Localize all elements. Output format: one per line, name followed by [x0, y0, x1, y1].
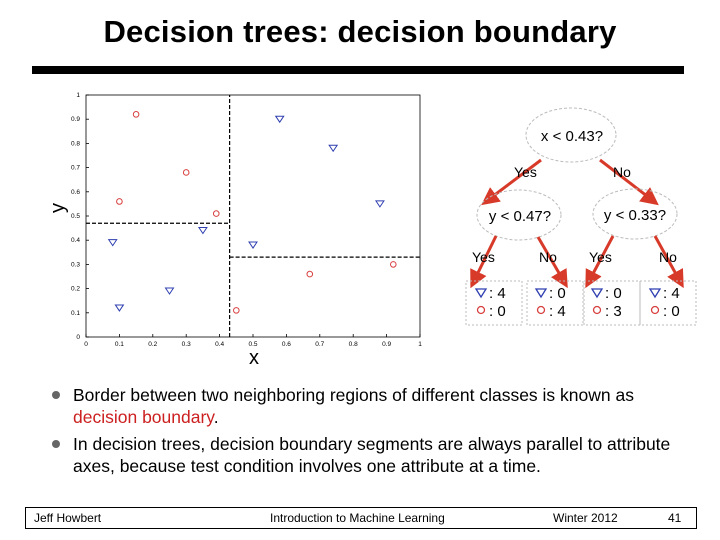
leaf-2: : 0 : 4 [534, 285, 566, 320]
triangle-icon [534, 288, 548, 299]
bullet-text-end: . [213, 407, 219, 427]
x-tick-label: 0.6 [282, 341, 291, 348]
y-tick-label: 0.2 [71, 286, 80, 293]
bullet-text: Border between two neighboring regions o… [73, 385, 634, 405]
y-tick-label: 0.7 [71, 165, 80, 172]
leaf-1-circ-count: : 0 [489, 303, 506, 320]
leaf-1: : 4 : 0 [474, 285, 506, 320]
bullet-item: Border between two neighboring regions o… [52, 384, 702, 428]
leaf-3-circ-count: : 3 [605, 303, 622, 320]
right-no-label: No [659, 249, 677, 265]
slide-title: Decision trees: decision boundary [103, 14, 617, 49]
left-yes-arrow [470, 235, 498, 289]
footer-course: Introduction to Machine Learning [270, 511, 445, 525]
root-no-label: No [613, 164, 631, 180]
leaf-4-circ-count: : 0 [663, 303, 680, 320]
triangle-point [248, 241, 258, 249]
root-yes-label: Yes [514, 164, 537, 180]
y-tick-label: 0.3 [71, 261, 80, 268]
circle-point [212, 210, 220, 217]
root-yes-arrow [481, 158, 542, 206]
leaf-box-1 [465, 280, 523, 326]
bullet-dot-icon [52, 440, 60, 448]
leaf-2-tri-count: : 0 [549, 285, 566, 302]
left-node-label: y < 0.47? [489, 208, 551, 225]
y-tick-label: 0.8 [71, 140, 80, 147]
triangle-point [164, 287, 175, 295]
right-yes-arrow [585, 235, 615, 289]
x-tick-label: 1 [418, 341, 422, 348]
x-tick-label: 0 [84, 341, 88, 348]
x-tick-label: 0.9 [382, 341, 391, 348]
y-tick-label: 1 [76, 92, 80, 99]
triangle-point [197, 227, 208, 235]
title-rule [32, 66, 684, 74]
y-tick-label: 0.5 [71, 213, 80, 220]
x-tick-label: 0.7 [315, 341, 324, 348]
left-node [476, 189, 562, 241]
triangle-point [114, 304, 125, 312]
circle-point [116, 198, 123, 205]
y-tick-label: 0.9 [71, 116, 80, 123]
triangle-icon [590, 288, 604, 299]
circle-point [182, 169, 190, 176]
bullet-item: In decision trees, decision boundary seg… [52, 433, 702, 477]
x-tick-label: 0.4 [215, 341, 224, 348]
triangle-icon [474, 288, 488, 299]
root-node-label: x < 0.43? [541, 128, 603, 145]
leaf-1-tri-count: : 4 [489, 285, 506, 302]
circle-point [306, 270, 314, 278]
x-tick-label: 0.1 [115, 341, 124, 348]
triangle-point [374, 200, 385, 208]
triangle-icon [648, 288, 662, 299]
circle-icon [592, 305, 602, 315]
x-tick-label: 0.3 [182, 341, 191, 348]
leaf-4-tri-count: : 4 [663, 285, 680, 302]
x-axis-label: x [249, 347, 259, 369]
root-node [525, 107, 617, 163]
triangle-point [328, 144, 339, 153]
leaf-2-circ-count: : 4 [549, 303, 566, 320]
root-no-arrow [599, 158, 659, 206]
leaf-3-tri-count: : 0 [605, 285, 622, 302]
right-node [592, 188, 678, 240]
x-tick-label: 0.5 [248, 341, 257, 348]
circle-icon [536, 305, 546, 315]
y-tick-label: 0 [76, 334, 80, 341]
left-yes-label: Yes [472, 249, 495, 265]
leaf-box-2 [526, 280, 584, 326]
footer-author: Jeff Howbert [34, 511, 102, 525]
bullet-text: In decision trees, decision boundary seg… [73, 434, 671, 476]
y-tick-label: 0.4 [71, 237, 80, 244]
bullet-dot-icon [52, 391, 60, 399]
right-no-arrow [653, 235, 684, 289]
triangle-point [274, 115, 285, 124]
bullet-list: Border between two neighboring regions o… [52, 384, 702, 482]
footer-bar [25, 507, 697, 529]
bullet-highlight: decision boundary [73, 407, 214, 427]
circle-icon [650, 305, 660, 315]
footer-page: 41 [668, 511, 682, 525]
leaf-3: : 0 : 3 [590, 285, 622, 320]
leaf-4: : 4 : 0 [648, 285, 680, 320]
circle-point [233, 307, 240, 314]
left-no-arrow [536, 236, 568, 289]
x-tick-label: 0.2 [148, 341, 157, 348]
triangle-point [107, 239, 118, 247]
left-no-label: No [539, 249, 557, 265]
circle-point [132, 111, 140, 118]
right-node-label: y < 0.33? [604, 207, 666, 224]
y-axis-label: y [47, 203, 69, 213]
circle-icon [476, 305, 486, 315]
x-tick-label: 0.8 [349, 341, 358, 348]
y-tick-label: 0.1 [71, 310, 80, 317]
footer-term: Winter 2012 [553, 511, 618, 525]
right-yes-label: Yes [589, 249, 612, 265]
leaf-box-4 [639, 280, 697, 326]
y-tick-label: 0.6 [71, 189, 80, 196]
circle-point [389, 261, 397, 268]
